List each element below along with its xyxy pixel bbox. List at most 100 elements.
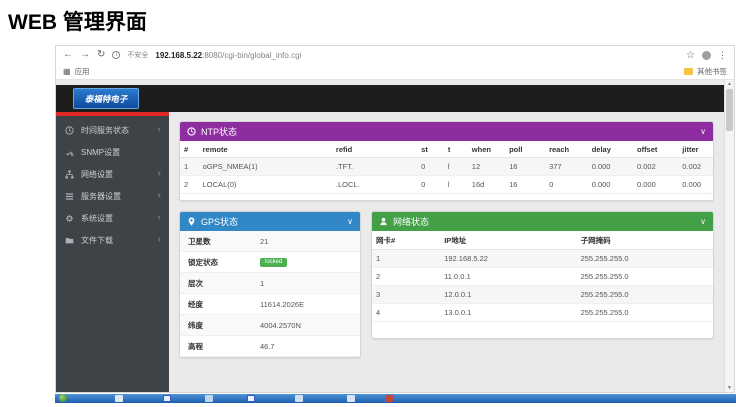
start-button-icon[interactable] (59, 394, 67, 402)
gps-row-value: 21 (260, 236, 269, 246)
gps-row: 纬度 4004.2570N (180, 315, 360, 336)
brand-logo[interactable]: 泰福特电子 (73, 88, 139, 109)
scroll-up-icon[interactable]: ▲ (727, 81, 732, 87)
column-header: st (417, 141, 444, 158)
table-cell: 0.002 (632, 157, 679, 176)
sidebar-item-label: 网络设置 (81, 169, 113, 179)
main-content: NTP状态 ∨ # remote refid st t when poll reach dela… (169, 112, 724, 392)
table-cell: 0 (417, 157, 444, 176)
ntp-table-header-row: # remote refid st t when poll reach delay offset j… (180, 141, 713, 158)
gps-row-label: 层次 (188, 278, 203, 288)
status-badge: locked (260, 257, 288, 267)
table-cell: oGPS_NMEA(1) (198, 157, 332, 176)
gps-list: 卫星数 21 锁定状态 locked 层次 1 经度 11614.2026E 纬度 4004.25… (180, 231, 360, 357)
scroll-down-icon[interactable]: ▼ (727, 385, 732, 391)
table-row: 3 12.0.0.1 255.255.255.0 (372, 285, 713, 304)
refresh-icon[interactable]: ↻ (97, 49, 106, 60)
apps-label[interactable]: 应用 (74, 67, 90, 76)
sidebar-item-2[interactable]: 网络设置 ‹ (56, 163, 169, 185)
sidebar-item-label: 服务器设置 (81, 191, 121, 201)
chevron-left-icon: ‹ (157, 124, 161, 135)
gps-row-value: 46.7 (260, 341, 275, 351)
scrollbar-thumb[interactable] (726, 89, 733, 131)
table-row: 1 192.168.5.22 255.255.255.0 (372, 249, 713, 268)
menu-dots-icon[interactable]: ⋮ (718, 49, 727, 60)
table-cell: 1 (372, 249, 441, 268)
column-header: 子网掩码 (576, 231, 713, 250)
table-cell: 3 (372, 285, 441, 304)
other-bookmarks-label[interactable]: 其他书签 (697, 67, 727, 76)
page-scrollbar[interactable]: ▲ ▼ (724, 80, 734, 392)
column-header: when (467, 141, 506, 158)
table-cell: LOCAL(0) (198, 175, 332, 194)
gps-row-value: 1 (260, 278, 265, 288)
gps-row-value: 4004.2570N (260, 320, 301, 330)
sidebar-item-5[interactable]: 文件下载 ‹ (56, 229, 169, 251)
table-cell: 0.000 (587, 157, 633, 176)
taskbar-app-icon[interactable] (295, 395, 303, 402)
table-cell: 0.000 (678, 175, 713, 194)
folder-icon[interactable] (684, 68, 693, 75)
table-cell: 2 (372, 267, 441, 286)
table-row: 4 13.0.0.1 255.255.255.0 (372, 303, 713, 322)
profile-avatar[interactable] (702, 50, 711, 60)
sidebar-item-4[interactable]: 系统设置 ‹ (56, 207, 169, 229)
taskbar-app-icon[interactable] (385, 395, 393, 402)
sidebar-menu: 时间服务状态 ‹ SNMP设置 网络设置 ‹ 服务器设置 ‹ 系统设置 ‹ 文件下载 ‹ (56, 116, 169, 251)
table-cell: 16 (505, 175, 546, 194)
browser-address-bar: ← → ↻ i 不安全 192.168.5.22:8080/cgi-bin/gl… (56, 46, 734, 64)
table-cell: 11.0.0.1 (440, 267, 577, 286)
bookmark-star-icon[interactable]: ☆ (686, 49, 695, 61)
back-icon[interactable]: ← (63, 49, 73, 60)
security-label: 不安全 (127, 52, 149, 59)
column-header: refid (331, 141, 418, 158)
column-header: delay (587, 141, 633, 158)
table-row: 2 11.0.0.1 255.255.255.0 (372, 267, 713, 286)
gps-row: 卫星数 21 (180, 231, 360, 252)
table-cell: 4 (372, 303, 441, 322)
forward-icon[interactable]: → (80, 49, 90, 60)
sidebar-item-label: 时间服务状态 (81, 125, 129, 135)
ntp-table: # remote refid st t when poll reach delay offset j… (180, 141, 713, 194)
gps-row-value: 11614.2026E (260, 299, 305, 309)
gps-row: 经度 11614.2026E (180, 294, 360, 315)
taskbar-app-icon[interactable] (163, 395, 171, 402)
ntp-panel-title: NTP状态 (201, 127, 238, 137)
taskbar-app-icon[interactable] (115, 395, 123, 402)
gps-row: 高程 46.7 (180, 336, 360, 357)
url-field[interactable]: 192.168.5.22:8080/cgi-bin/global_info.cg… (155, 51, 301, 60)
column-header: reach (545, 141, 588, 158)
column-header: offset (632, 141, 679, 158)
clock-icon (187, 127, 196, 136)
column-header: # (180, 141, 199, 158)
table-cell: 0.002 (678, 157, 713, 176)
apps-grid-icon[interactable]: ▦ (63, 67, 71, 76)
folder-icon (64, 236, 75, 245)
gps-panel-header: GPS状态 ∨ (180, 212, 360, 231)
gps-row-label: 经度 (188, 299, 203, 309)
sidebar-item-0[interactable]: 时间服务状态 ‹ (56, 119, 169, 141)
info-icon[interactable]: i (112, 51, 121, 59)
url-path: :8080/cgi-bin/global_info.cgi (202, 50, 302, 60)
user-icon (380, 217, 387, 226)
chevron-down-icon[interactable]: ∨ (700, 127, 706, 136)
table-cell: 12 (467, 157, 506, 176)
sidebar-item-1[interactable]: SNMP设置 (56, 141, 169, 163)
table-cell: 0 (417, 175, 444, 194)
sidebar-item-3[interactable]: 服务器设置 ‹ (56, 185, 169, 207)
network-table: 网卡# IP地址 子网掩码 1 192.168.5.22 255.255.255.0 2 1… (372, 231, 713, 322)
gps-row-label: 锁定状态 (188, 257, 218, 267)
table-cell: 1 (180, 157, 199, 176)
sidebar-item-label: SNMP设置 (81, 147, 121, 157)
taskbar-app-icon[interactable] (205, 395, 213, 402)
network-table-body: 1 192.168.5.22 255.255.255.0 2 11.0.0.1 255.2… (372, 249, 713, 322)
table-cell: 2 (180, 175, 199, 194)
chevron-down-icon[interactable]: ∨ (700, 217, 706, 226)
chevron-down-icon[interactable]: ∨ (347, 217, 353, 226)
browser-window: ← → ↻ i 不安全 192.168.5.22:8080/cgi-bin/gl… (55, 45, 735, 393)
table-cell: .TFT. (331, 157, 418, 176)
map-pin-icon (188, 217, 195, 226)
table-cell: l (443, 175, 468, 194)
taskbar-app-icon[interactable] (347, 395, 355, 402)
taskbar-app-icon[interactable] (247, 395, 255, 402)
